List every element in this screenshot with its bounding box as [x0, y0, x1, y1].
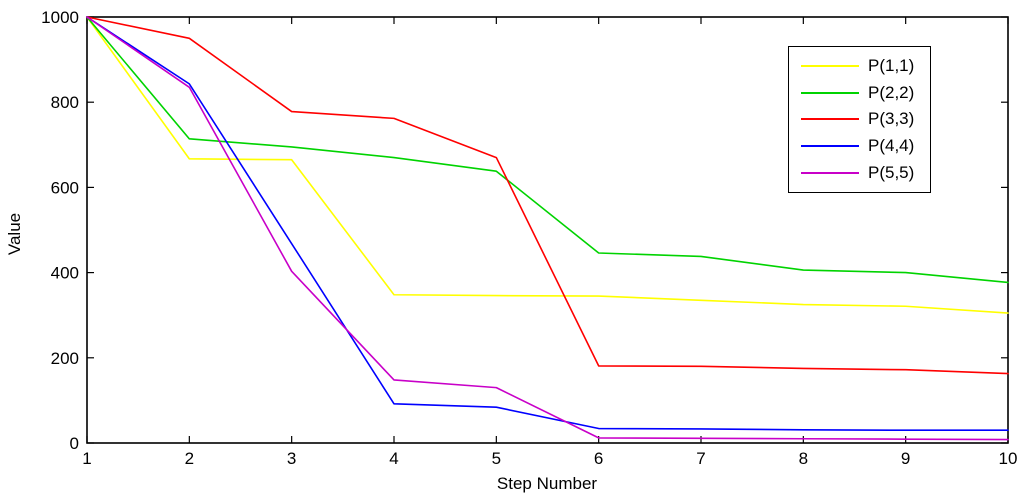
- x-tick-label: 8: [799, 449, 808, 468]
- legend-label: P(5,5): [868, 162, 915, 182]
- legend-line-sample: [801, 118, 859, 121]
- plot-box: [86, 16, 1009, 444]
- y-tick-label: 800: [51, 93, 79, 112]
- y-tick-label: 400: [51, 264, 79, 283]
- series-line-P(2,2): [86, 16, 1009, 284]
- legend-item: P(3,3): [801, 109, 930, 129]
- y-axis-label: Value: [5, 212, 24, 256]
- x-tick-label: 10: [999, 449, 1018, 468]
- x-tick-label: 4: [389, 449, 398, 468]
- x-tick-label: 9: [901, 449, 910, 468]
- x-tick-label: 7: [696, 449, 705, 468]
- y-tick-label: 0: [70, 434, 79, 453]
- y-tick-label: 600: [51, 178, 79, 197]
- x-tick-label: 2: [185, 449, 194, 468]
- legend-line-sample: [801, 91, 859, 94]
- legend-item: P(4,4): [801, 136, 930, 156]
- series-line-P(4,4): [86, 16, 1009, 432]
- legend-box: P(1,1) P(2,2) P(3,3) P(4,4) P(5,5): [788, 46, 931, 193]
- x-tick-label: 5: [492, 449, 501, 468]
- series-line-P(3,3): [86, 16, 1009, 375]
- legend-item: P(5,5): [801, 163, 930, 183]
- legend-label: P(2,2): [868, 82, 915, 102]
- series-line-P(1,1): [86, 16, 1009, 314]
- series-line-P(5,5): [86, 16, 1009, 441]
- x-tick-label: 6: [594, 449, 603, 468]
- legend-label: P(4,4): [868, 136, 915, 156]
- legend-label: P(3,3): [868, 109, 915, 129]
- legend-item: P(2,2): [801, 83, 930, 103]
- y-tick-label: 200: [51, 349, 79, 368]
- x-tick-label: 1: [82, 449, 91, 468]
- legend-line-sample: [801, 145, 859, 148]
- legend-line-sample: [801, 65, 859, 68]
- legend-label: P(1,1): [868, 56, 915, 76]
- legend-item: P(1,1): [801, 56, 930, 76]
- legend-line-sample: [801, 171, 859, 174]
- x-tick-label: 3: [287, 449, 296, 468]
- x-axis-label: Step Number: [496, 474, 598, 493]
- y-tick-label: 1000: [41, 8, 79, 27]
